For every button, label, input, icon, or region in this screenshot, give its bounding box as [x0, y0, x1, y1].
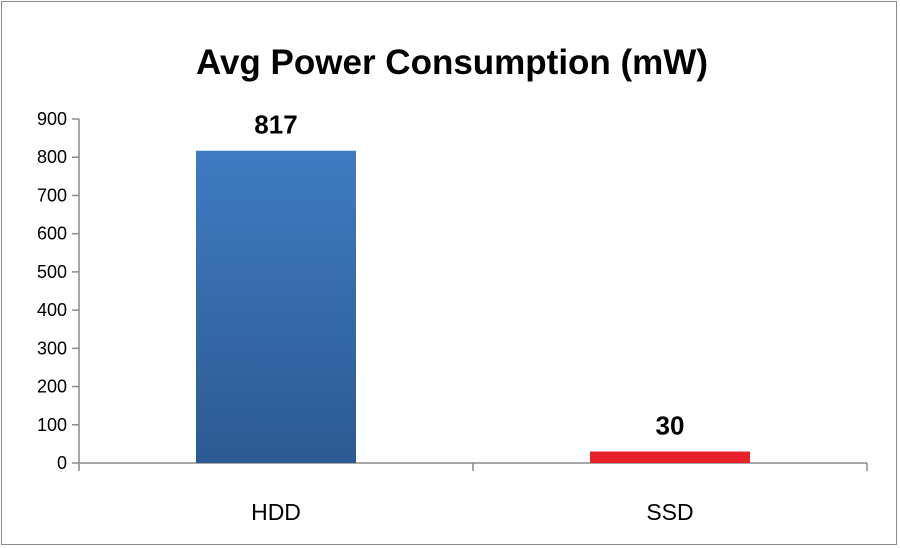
y-tick-label: 600	[37, 224, 67, 244]
y-tick-label: 700	[37, 185, 67, 205]
data-label-ssd: 30	[656, 411, 685, 441]
y-tick-label: 800	[37, 147, 67, 167]
y-tick-label: 0	[57, 453, 67, 473]
bars	[196, 150, 750, 464]
y-tick-label: 200	[37, 377, 67, 397]
y-tick-label: 100	[37, 415, 67, 435]
x-category-label: SSD	[646, 499, 693, 525]
bar-hdd	[196, 150, 356, 464]
y-tick-label: 500	[37, 262, 67, 282]
x-category-label: HDD	[251, 499, 301, 525]
y-tick-label: 900	[37, 109, 67, 129]
data-label-hdd: 817	[254, 110, 297, 140]
axes: 0 100 200 300 400 500 600 700 800 900	[37, 109, 868, 473]
labels: 817 HDD 30 SSD	[251, 110, 694, 525]
bar-ssd	[590, 451, 750, 463]
y-tick-label: 300	[37, 338, 67, 358]
chart-title: Avg Power Consumption (mW)	[196, 43, 708, 82]
y-tick-label: 400	[37, 300, 67, 320]
